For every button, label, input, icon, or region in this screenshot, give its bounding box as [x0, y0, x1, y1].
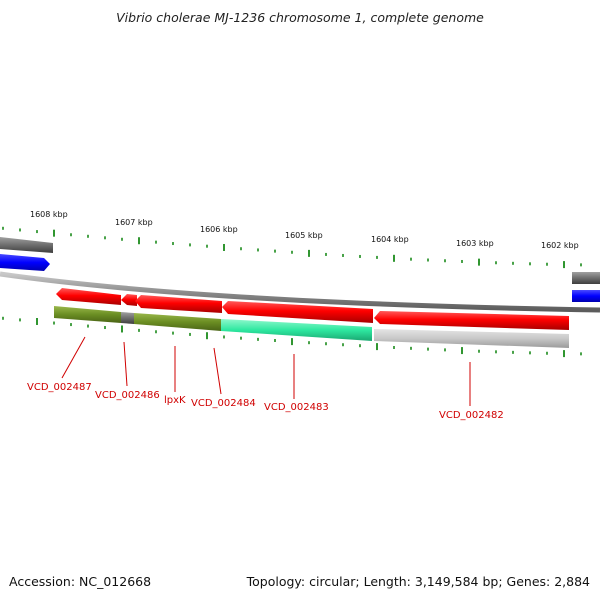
gene-label-lpxk: lpxK — [164, 395, 186, 406]
gene-label-vcd002486: VCD_002486 — [95, 390, 160, 401]
cds-arrow-5 — [374, 311, 569, 330]
upper-scale-ticks — [2, 226, 582, 269]
cds-arrow-1 — [56, 288, 121, 305]
gray-feature-right — [572, 272, 600, 284]
cds-arrow-3 — [135, 295, 222, 313]
category-band — [54, 306, 569, 348]
cds-track — [56, 288, 569, 330]
band-vcd002487 — [54, 306, 121, 323]
tick-label-1602: 1602 kbp — [541, 241, 579, 250]
blue-feature-right — [572, 290, 600, 302]
cds-arrow-2 — [121, 294, 137, 306]
genome-title: Vibrio cholerae MJ-1236 chromosome 1, co… — [116, 10, 484, 25]
tick-label-1606: 1606 kbp — [200, 225, 238, 234]
leader-vcd002484 — [213, 347, 222, 395]
band-vcd002483 — [221, 319, 372, 341]
label-leader-lines — [61, 336, 471, 406]
tick-label-1608: 1608 kbp — [30, 210, 68, 219]
gene-label-vcd002482: VCD_002482 — [439, 410, 504, 421]
gene-labels: VCD_002487 VCD_002486 lpxK VCD_002484 VC… — [27, 382, 504, 421]
gray-feature-left — [0, 237, 53, 253]
band-vcd002482 — [374, 329, 569, 348]
tick-label-1605: 1605 kbp — [285, 231, 323, 240]
gene-label-vcd002487: VCD_002487 — [27, 382, 92, 393]
band-vcd002486 — [121, 312, 134, 324]
tick-label-1603: 1603 kbp — [456, 239, 494, 248]
leader-vcd002487 — [61, 336, 86, 379]
accession-text: Accession: NC_012668 — [9, 574, 152, 589]
kbp-tick-labels: 1608 kbp 1607 kbp 1606 kbp 1605 kbp 1604… — [30, 210, 579, 250]
cds-arrow-4 — [222, 301, 373, 323]
leader-vcd002486 — [123, 341, 128, 387]
genome-backbone — [0, 271, 600, 313]
gene-label-vcd002483: VCD_002483 — [264, 402, 329, 413]
tick-label-1604: 1604 kbp — [371, 235, 409, 244]
band-lpxk — [134, 313, 221, 331]
blue-feature-left — [0, 254, 50, 271]
gene-label-vcd002484: VCD_002484 — [191, 398, 256, 409]
lower-scale-ticks — [2, 316, 582, 358]
tick-label-1607: 1607 kbp — [115, 218, 153, 227]
genome-summary-text: Topology: circular; Length: 3,149,584 bp… — [246, 574, 590, 589]
